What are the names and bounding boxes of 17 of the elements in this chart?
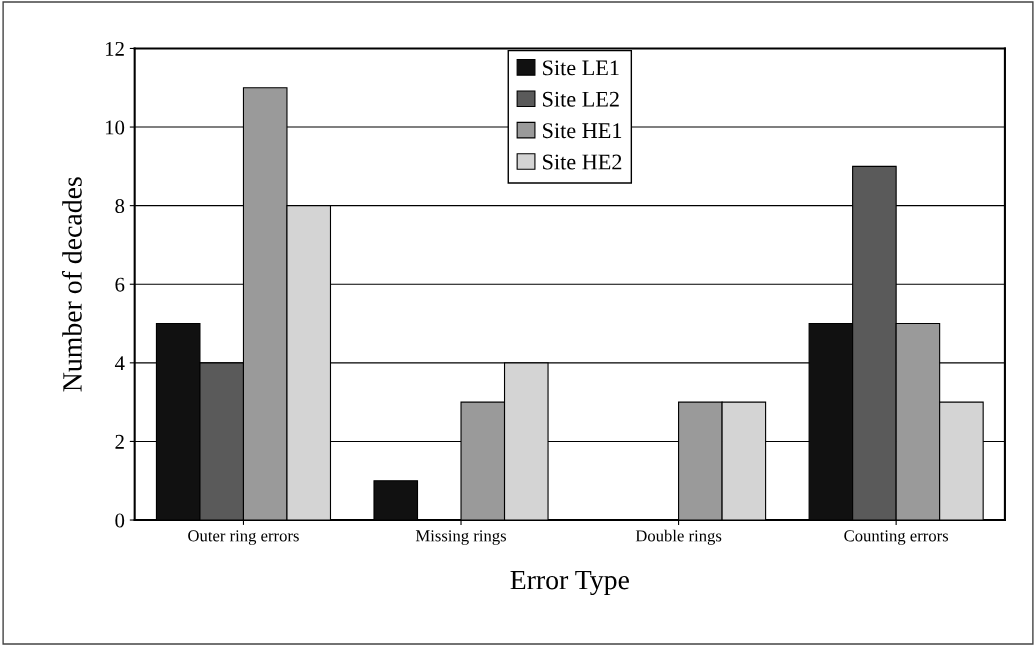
y-tick-label: 4	[114, 356, 125, 371]
legend-label: Site HE2	[543, 154, 622, 170]
y-tick-label: 8	[115, 199, 125, 214]
legend-label: Site LE1	[543, 60, 619, 76]
x-tick-label: Double rings	[635, 529, 722, 545]
x-tick-label: Outer ring errors	[188, 530, 299, 545]
legend-label: Site HE1	[543, 123, 622, 139]
x-tick-label: Counting errors	[844, 530, 949, 545]
y-axis-title: Number of decades	[61, 177, 82, 392]
y-tick-label: 10	[105, 120, 125, 135]
x-tick-label: Missing rings	[415, 530, 507, 545]
y-tick-label: 2	[115, 434, 124, 449]
y-tick-label: 12	[105, 41, 124, 56]
x-axis-title: Error Type	[510, 570, 629, 596]
legend-label: Site LE2	[543, 91, 619, 107]
y-tick-label: 6	[115, 277, 125, 292]
y-tick-label: 0	[115, 513, 125, 528]
